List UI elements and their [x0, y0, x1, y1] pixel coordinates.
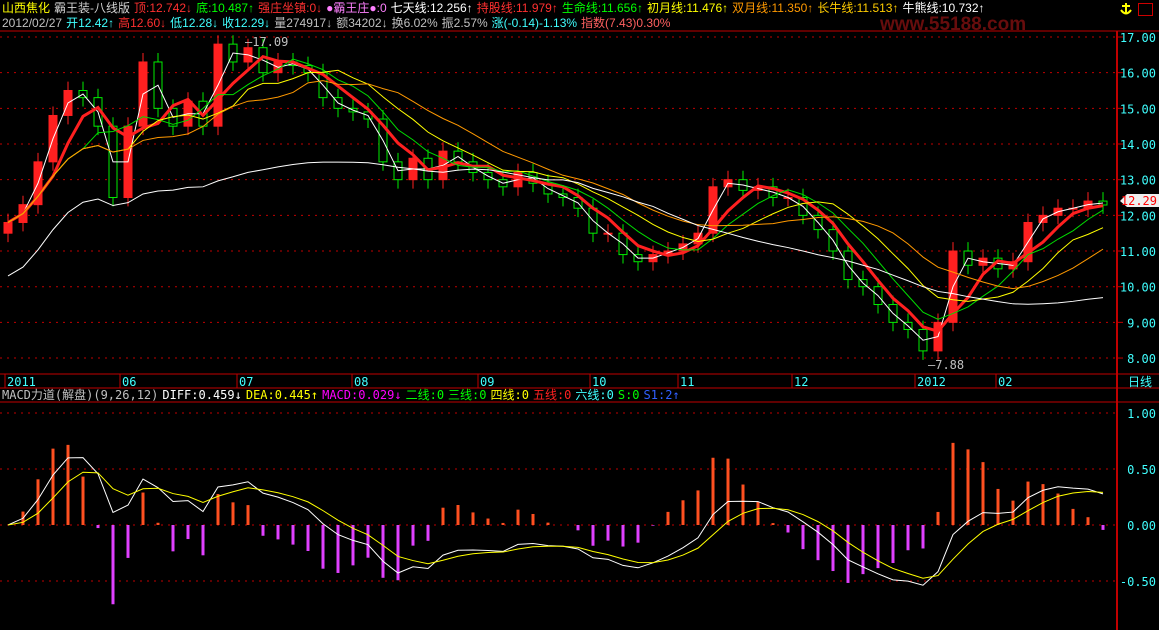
anchor-icon[interactable]	[1119, 2, 1133, 16]
header-field: 收12.29↓	[222, 16, 271, 30]
header-field: 低12.28↓	[170, 16, 219, 30]
y-tick-label: 12.00	[1120, 209, 1156, 223]
x-tick-label: 2011	[7, 375, 36, 389]
y-tick-label: 9.00	[1127, 316, 1156, 330]
moving-average-line	[7, 52, 1104, 341]
header-field: 换6.02%	[391, 16, 438, 30]
header-field: MACD力道(解盘)(9,26,12)	[2, 388, 159, 402]
quote-header: 2012/02/27 开12.42↑ 高12.60↓ 低12.28↓ 收12.29↓ 量2…	[2, 16, 674, 31]
macd-y-tick-label: 0.00	[1127, 519, 1156, 533]
header-field: 额34202↓	[336, 16, 388, 30]
y-tick-label: 13.00	[1120, 174, 1156, 188]
y-tick-label: 11.00	[1120, 245, 1156, 259]
x-tick-label: 08	[354, 375, 368, 389]
header-field: 双月线:11.350↑	[732, 1, 814, 15]
window-toggle-icon[interactable]	[1138, 3, 1153, 16]
x-tick-label: 02	[998, 375, 1012, 389]
header-field: 振2.57%	[441, 16, 488, 30]
y-tick-label: 14.00	[1120, 138, 1156, 152]
header-field: 三线:0	[448, 388, 487, 402]
header-field: 初月线:11.476↑	[647, 1, 729, 15]
header-field: 长牛线:11.513↑	[817, 1, 899, 15]
header-field: 山西焦化	[2, 1, 51, 15]
moving-average-line	[7, 69, 1104, 302]
moving-average-line	[7, 80, 1104, 290]
macd-y-tick-label: -0.50	[1120, 575, 1156, 589]
last-price-label: 12.29	[1121, 194, 1157, 208]
header-field: S1:2↑	[643, 388, 680, 402]
header-field: 指数(7.43)0.30%	[581, 16, 671, 30]
header-field: 高12.60↓	[118, 16, 167, 30]
x-tick-label: 11	[680, 375, 694, 389]
y-tick-label: 10.00	[1120, 281, 1156, 295]
header-field: S:0	[617, 388, 640, 402]
header-field: DEA:0.445↑	[245, 388, 319, 402]
header-field: 持股线:11.979↑	[476, 1, 558, 15]
dea-line	[7, 471, 1104, 579]
header-field: DIFF:0.459↓	[162, 388, 242, 402]
header-field: 霸王装-八线版	[54, 1, 131, 15]
header-field: 生命线:11.656↑	[561, 1, 643, 15]
x-tick-label: 07	[239, 375, 253, 389]
moving-average-line	[7, 54, 1104, 333]
header-field: 强庄坐镇:0↓	[258, 1, 323, 15]
low-label: —7.88	[928, 358, 964, 372]
candle	[3, 221, 13, 234]
header-field: 七天线:12.256↑	[390, 1, 473, 15]
last-price-tag	[1120, 194, 1159, 208]
macd-y-tick-label: 0.50	[1127, 463, 1156, 477]
moving-average-line	[7, 161, 1104, 305]
high-label: —17.09	[245, 35, 288, 49]
y-tick-label: 15.00	[1120, 102, 1156, 116]
y-tick-label: 16.00	[1120, 67, 1156, 81]
header-field: 五线:0	[532, 388, 572, 402]
x-tick-label: 10	[592, 375, 606, 389]
header-field: 量274917↓	[274, 16, 333, 30]
x-tick-label: 12	[794, 375, 808, 389]
watermark-logo: www.55188.com	[880, 14, 1027, 35]
header-field: 六线:0	[575, 388, 614, 402]
header-field: MACD:0.029↓	[322, 388, 402, 402]
y-tick-label: 8.00	[1127, 352, 1156, 366]
header-field: 牛熊线:10.732↑	[902, 1, 985, 15]
y-tick-label: 17.00	[1120, 31, 1156, 45]
header-field: 开12.42↑	[66, 16, 115, 30]
header-field: 2012/02/27	[2, 16, 63, 30]
x-tick-label: 09	[480, 375, 494, 389]
macd-y-tick-label: 1.00	[1127, 407, 1156, 421]
period-label: 日线	[1128, 375, 1152, 389]
x-tick-label: 06	[122, 375, 136, 389]
macd-header: MACD力道(解盘)(9,26,12) DIFF:0.459↓ DEA:0.445↑…	[2, 388, 684, 403]
moving-average-line	[7, 58, 1104, 320]
x-tick-label: 2012	[917, 375, 946, 389]
header-field: 四线:0	[490, 388, 529, 402]
header-field: 二线:0	[405, 388, 445, 402]
header-field: ●霸王庄●:0	[326, 1, 387, 15]
header-field: 涨(-0.14)-1.13%	[491, 16, 578, 30]
header-field: 底:10.487↑	[196, 1, 255, 15]
indicator-header: 山西焦化 霸王装-八线版 顶:12.742↓ 底:10.487↑ 强庄坐镇:0↓ ●霸王庄…	[2, 1, 989, 16]
header-field: 顶:12.742↓	[134, 1, 193, 15]
